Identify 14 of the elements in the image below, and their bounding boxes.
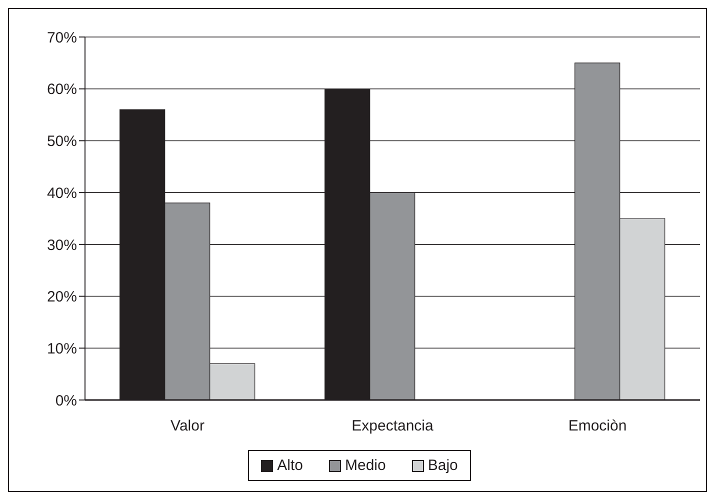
y-tick-label: 10% (46, 340, 77, 358)
y-tick-label: 30% (46, 236, 77, 254)
legend-label: Bajo (426, 457, 458, 474)
legend-label: Medio (344, 457, 386, 474)
x-tick-label: Expectancia (352, 418, 434, 435)
y-tick-label: 60% (46, 81, 77, 98)
y-tick-label: 20% (46, 288, 77, 306)
x-tick-label: Emociòn (568, 418, 627, 435)
x-tick-label: Valor (170, 418, 204, 435)
legend-label: Alto (276, 457, 303, 474)
y-tick-label: 40% (46, 184, 77, 202)
y-tick-label: 70% (46, 29, 77, 46)
y-tick-label: 0% (55, 392, 77, 410)
y-tick-label: 50% (46, 133, 77, 150)
